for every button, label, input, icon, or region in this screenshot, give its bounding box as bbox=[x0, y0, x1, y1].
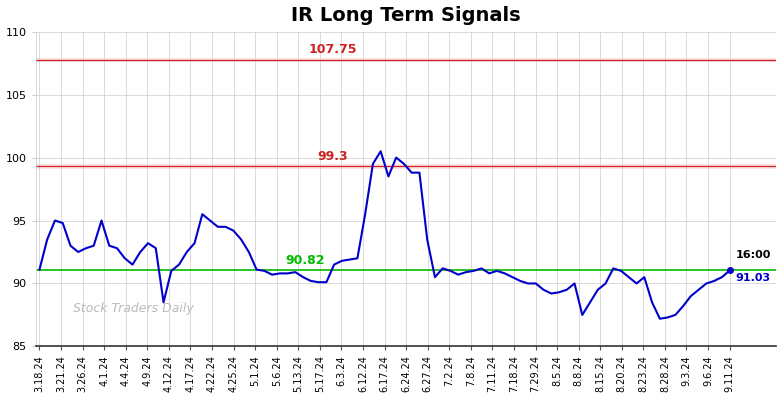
Bar bbox=[35, 164, 776, 169]
Text: 107.75: 107.75 bbox=[308, 43, 357, 56]
Bar bbox=[35, 58, 776, 62]
Text: 91.03: 91.03 bbox=[736, 273, 771, 283]
Text: 99.3: 99.3 bbox=[318, 150, 348, 163]
Text: 90.82: 90.82 bbox=[285, 254, 325, 267]
Title: IR Long Term Signals: IR Long Term Signals bbox=[291, 6, 521, 25]
Text: Stock Traders Daily: Stock Traders Daily bbox=[73, 302, 194, 315]
Text: 16:00: 16:00 bbox=[736, 250, 771, 260]
